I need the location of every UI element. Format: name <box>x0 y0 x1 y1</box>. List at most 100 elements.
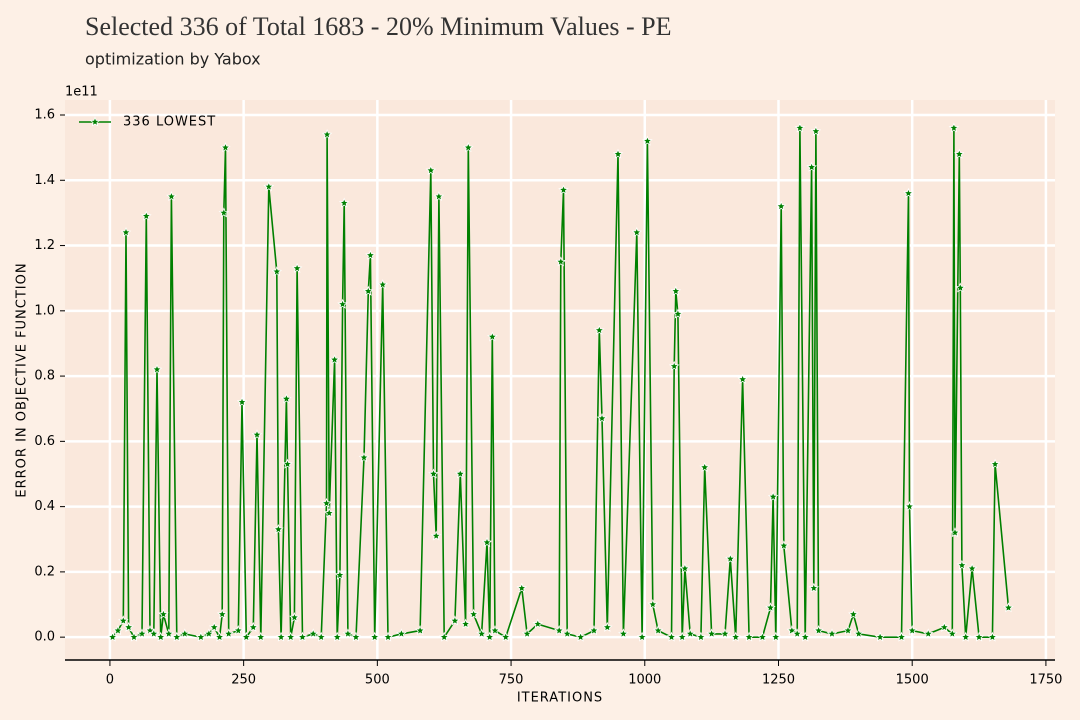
data-point <box>342 628 354 639</box>
data-point <box>120 226 132 237</box>
data-point <box>449 615 461 626</box>
data-point <box>337 298 348 309</box>
data-point <box>112 625 124 636</box>
data-point <box>923 628 934 639</box>
x-axis-label: ITERATIONS <box>517 691 603 706</box>
data-point <box>158 608 169 619</box>
data-point <box>765 602 776 613</box>
data-point <box>481 536 493 548</box>
data-point <box>618 628 629 639</box>
data-point <box>455 468 466 479</box>
data-point <box>289 612 300 623</box>
data-point <box>338 197 350 208</box>
data-point <box>223 628 234 639</box>
data-point <box>233 625 244 636</box>
data-point <box>332 631 343 642</box>
data-point <box>561 628 573 639</box>
data-point <box>612 148 624 159</box>
data-point <box>241 631 252 642</box>
data-point <box>679 563 691 574</box>
data-point <box>799 631 811 642</box>
data-point <box>163 628 174 639</box>
data-point <box>275 631 287 642</box>
x-tick-label: 250 <box>231 673 256 688</box>
data-point <box>195 631 207 642</box>
data-point <box>107 631 118 642</box>
data-point <box>281 393 292 404</box>
data-point <box>236 396 248 407</box>
data-point <box>806 161 817 172</box>
data-point <box>636 631 648 642</box>
data-point <box>460 618 471 629</box>
data-point <box>273 523 284 534</box>
data-point <box>770 631 782 642</box>
data-point <box>602 621 613 632</box>
data-point <box>558 184 569 195</box>
data-point <box>737 373 748 384</box>
chart-title: Selected 336 of Total 1683 - 20% Minimum… <box>85 12 672 41</box>
y-tick-label: 1.2 <box>34 238 55 253</box>
data-point <box>1003 602 1014 613</box>
data-point <box>652 625 664 636</box>
x-tick-label: 500 <box>365 673 390 688</box>
data-point <box>813 625 824 636</box>
data-point <box>463 142 474 153</box>
data-point <box>323 507 335 518</box>
data-point <box>973 631 985 642</box>
data-point <box>321 129 333 140</box>
data-point <box>631 226 642 237</box>
data-point <box>853 628 865 639</box>
data-point <box>248 621 259 632</box>
data-point <box>291 262 303 273</box>
data-point <box>668 360 680 371</box>
data-point <box>757 631 768 642</box>
data-point <box>904 501 915 512</box>
data-point <box>987 631 998 642</box>
data-point <box>778 540 790 551</box>
data-point <box>148 628 160 639</box>
data-point <box>874 631 886 642</box>
data-point <box>425 164 437 175</box>
data-point <box>220 142 231 153</box>
data-point <box>350 631 362 642</box>
data-point <box>670 285 682 296</box>
y-tick-label: 1.6 <box>34 108 55 123</box>
data-point <box>334 569 346 580</box>
y-tick-label: 1.4 <box>34 173 55 188</box>
data-point <box>285 631 296 642</box>
data-point <box>329 354 340 365</box>
data-point <box>706 628 717 639</box>
data-point <box>794 122 806 133</box>
data-point <box>956 559 968 570</box>
data-point <box>136 628 148 639</box>
data-point <box>218 207 230 218</box>
data-point <box>685 628 696 639</box>
data-point <box>369 631 380 642</box>
data-point <box>725 553 736 564</box>
data-point <box>396 628 407 639</box>
data-point <box>414 625 426 636</box>
data-point <box>321 497 332 508</box>
data-point <box>263 181 275 192</box>
data-point <box>365 249 376 260</box>
data-point <box>695 631 707 642</box>
data-point <box>896 631 907 642</box>
data-point <box>960 631 971 642</box>
data-point <box>489 625 501 636</box>
legend-marker <box>89 116 101 127</box>
x-tick-label: 1750 <box>1029 673 1062 688</box>
data-point <box>767 491 779 502</box>
data-point <box>118 615 129 626</box>
y-tick-label: 0.6 <box>34 434 55 449</box>
x-tick-label: 1250 <box>762 673 795 688</box>
data-point <box>208 621 220 632</box>
data-point <box>171 631 183 642</box>
data-point <box>966 563 978 574</box>
data-point <box>214 631 225 642</box>
data-point <box>476 628 487 639</box>
data-point <box>123 621 134 632</box>
data-point <box>848 608 859 619</box>
data-point <box>438 631 450 642</box>
data-point <box>948 122 960 133</box>
